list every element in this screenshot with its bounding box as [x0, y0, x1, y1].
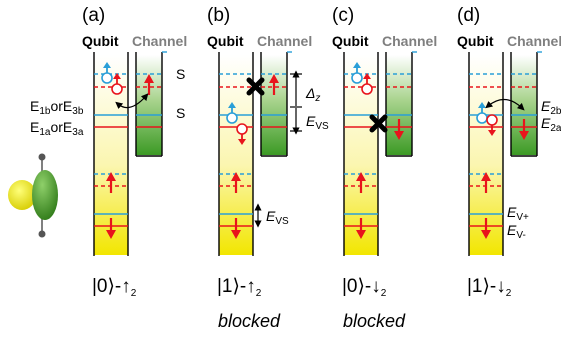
state-label-b: |1⟩-↑2: [217, 276, 262, 299]
label-evs-b-top: EVS: [306, 113, 329, 132]
header-qubit-a: Qubit: [82, 33, 119, 49]
panel-label-a: (a): [82, 5, 105, 26]
header-channel-a: Channel: [132, 33, 187, 49]
blocked-note-b: blocked: [218, 311, 281, 331]
label-e2a: E2a: [541, 115, 561, 134]
label-delta: Δz: [305, 85, 320, 104]
label-evs-b-bottom: EVS: [266, 208, 289, 227]
state-label-c: |0⟩-↓2: [342, 276, 387, 299]
panel-c: [343, 51, 417, 256]
channel-well-a: [136, 55, 162, 155]
header-channel-b: Channel: [257, 33, 312, 49]
header-channel-c: Channel: [382, 33, 437, 49]
label-ev-minus: EV-: [507, 222, 526, 241]
label-s-top: S: [176, 66, 185, 82]
label-e1b-e3b: E1borE3b: [30, 98, 84, 117]
panel-label-b: (b): [207, 5, 230, 26]
label-e1a-e3a: E1aorE3a: [30, 119, 84, 138]
label-ev-plus: EV+: [507, 204, 529, 223]
panel-d: E2b E2a EV+ EV-: [468, 51, 561, 256]
panel-label-c: (c): [332, 5, 354, 26]
blocked-note-c: blocked: [343, 311, 406, 331]
panel-b: Δz EVS EVS: [218, 51, 329, 256]
panel-a: S S: [93, 51, 185, 256]
panel-label-d: (d): [457, 5, 480, 26]
header-qubit-c: Qubit: [332, 33, 369, 49]
header-qubit-d: Qubit: [457, 33, 494, 49]
header-channel-d: Channel: [507, 33, 561, 49]
molecule-graphic: [8, 153, 58, 238]
state-label-a: |0⟩-↑2: [92, 276, 137, 299]
state-label-d: |1⟩-↓2: [467, 276, 512, 299]
label-s-mid: S: [176, 105, 185, 121]
label-e2b: E2b: [541, 98, 561, 117]
header-qubit-b: Qubit: [207, 33, 244, 49]
